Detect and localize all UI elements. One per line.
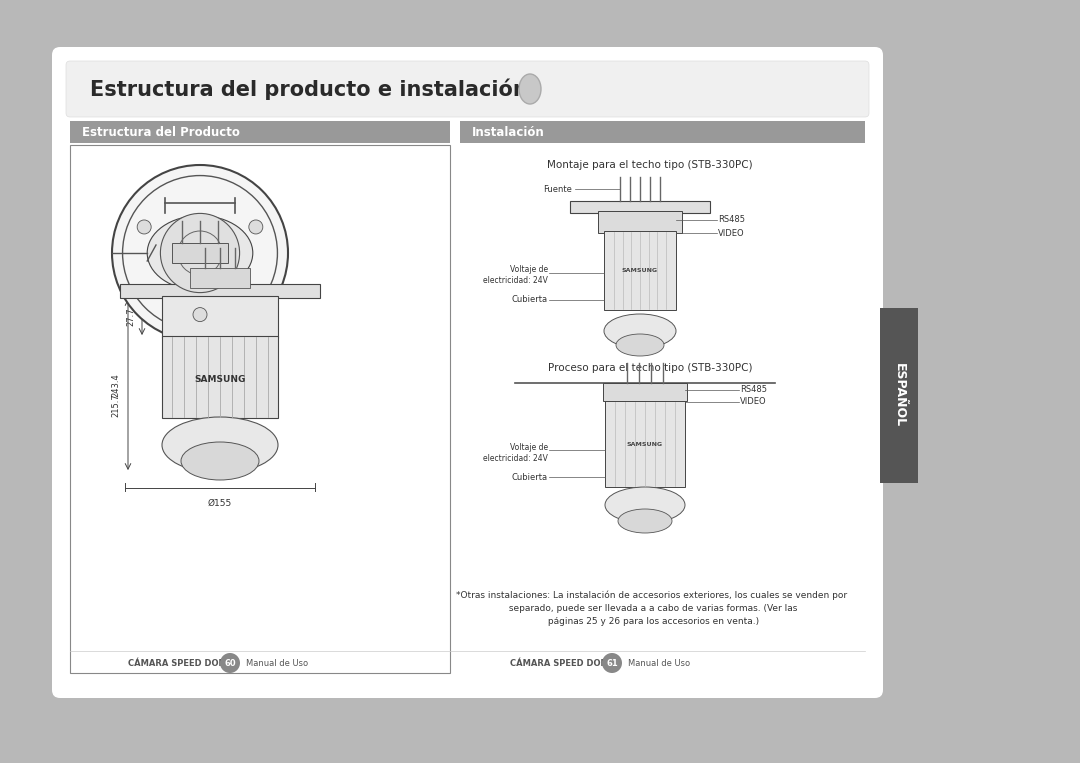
- Circle shape: [112, 165, 288, 341]
- Bar: [70, 121, 450, 143]
- Circle shape: [161, 214, 240, 292]
- FancyBboxPatch shape: [66, 61, 869, 117]
- Bar: [120, 284, 320, 298]
- Text: Fuente: Fuente: [543, 185, 572, 194]
- Circle shape: [248, 220, 262, 234]
- Text: Voltaje de
electricidad: 24V: Voltaje de electricidad: 24V: [483, 443, 548, 463]
- Bar: [604, 231, 676, 310]
- Ellipse shape: [147, 216, 253, 291]
- Text: Proceso para el techo tipo (STB-330PC): Proceso para el techo tipo (STB-330PC): [548, 363, 753, 373]
- Bar: [162, 336, 278, 418]
- Circle shape: [137, 220, 151, 234]
- Text: 243.4: 243.4: [111, 373, 120, 397]
- Bar: [162, 296, 278, 338]
- Ellipse shape: [181, 442, 259, 480]
- Text: 60: 60: [225, 658, 235, 668]
- Text: Cubierta: Cubierta: [512, 295, 548, 304]
- Text: *Otras instalaciones: La instalación de accesorios exteriores, los cuales se ven: *Otras instalaciones: La instalación de …: [457, 590, 848, 626]
- Text: 27.7: 27.7: [126, 307, 135, 327]
- Ellipse shape: [605, 487, 685, 523]
- Bar: [190, 268, 249, 288]
- Text: Manual de Uso: Manual de Uso: [246, 658, 308, 668]
- Text: Estructura del producto e instalación: Estructura del producto e instalación: [90, 79, 528, 100]
- Bar: [172, 243, 228, 263]
- Circle shape: [220, 653, 240, 673]
- Ellipse shape: [618, 509, 672, 533]
- Bar: [570, 201, 710, 213]
- Text: R75: R75: [252, 450, 268, 459]
- Bar: [460, 121, 865, 143]
- Text: SAMSUNG: SAMSUNG: [194, 375, 245, 384]
- Text: Manual de Uso: Manual de Uso: [627, 658, 690, 668]
- Text: Cubierta: Cubierta: [512, 472, 548, 481]
- Text: CÁMARA SPEED DOME: CÁMARA SPEED DOME: [129, 658, 232, 668]
- Text: SAMSUNG: SAMSUNG: [622, 269, 658, 273]
- Text: VIDEO: VIDEO: [740, 398, 767, 407]
- Text: Estructura del Producto: Estructura del Producto: [82, 125, 240, 139]
- Text: CÁMARA SPEED DOME: CÁMARA SPEED DOME: [510, 658, 615, 668]
- Bar: [70, 145, 450, 673]
- Text: RS485: RS485: [718, 215, 745, 224]
- Ellipse shape: [604, 314, 676, 348]
- Bar: [605, 401, 685, 487]
- Text: ESPAÑOL: ESPAÑOL: [892, 363, 905, 427]
- Circle shape: [193, 307, 207, 321]
- Text: 61: 61: [606, 658, 618, 668]
- Text: SAMSUNG: SAMSUNG: [626, 443, 663, 448]
- Bar: [598, 211, 681, 233]
- Ellipse shape: [162, 417, 278, 473]
- Text: Voltaje de
electricidad: 24V: Voltaje de electricidad: 24V: [483, 265, 548, 285]
- Ellipse shape: [519, 74, 541, 104]
- Text: Instalación: Instalación: [472, 125, 544, 139]
- Ellipse shape: [616, 334, 664, 356]
- Text: Ø155: Ø155: [207, 498, 232, 507]
- Text: VIDEO: VIDEO: [718, 228, 744, 237]
- Bar: [880, 308, 918, 483]
- Circle shape: [602, 653, 622, 673]
- Text: Montaje para el techo tipo (STB-330PC): Montaje para el techo tipo (STB-330PC): [548, 160, 753, 170]
- Text: RS485: RS485: [740, 385, 767, 394]
- FancyBboxPatch shape: [52, 47, 883, 698]
- Text: 215.7: 215.7: [111, 393, 120, 417]
- Bar: [603, 383, 687, 401]
